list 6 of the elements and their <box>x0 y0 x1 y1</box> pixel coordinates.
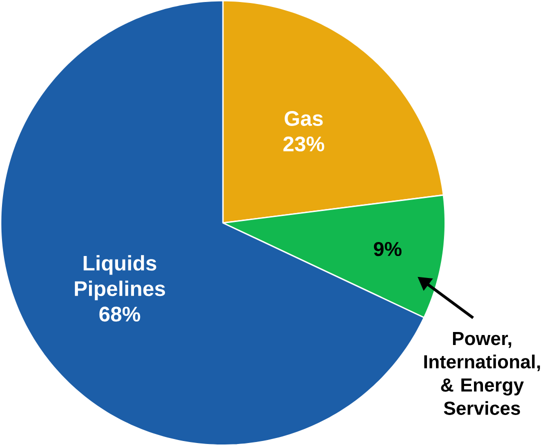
data-label: 23% <box>283 136 324 152</box>
slice-label: Power, International, & Energy Services <box>424 332 540 416</box>
slice-label: Liquids Pipelines <box>74 255 166 300</box>
slice-label: Gas <box>284 111 323 126</box>
data-label: 68% <box>99 306 140 322</box>
data-label: 9% <box>374 242 402 256</box>
